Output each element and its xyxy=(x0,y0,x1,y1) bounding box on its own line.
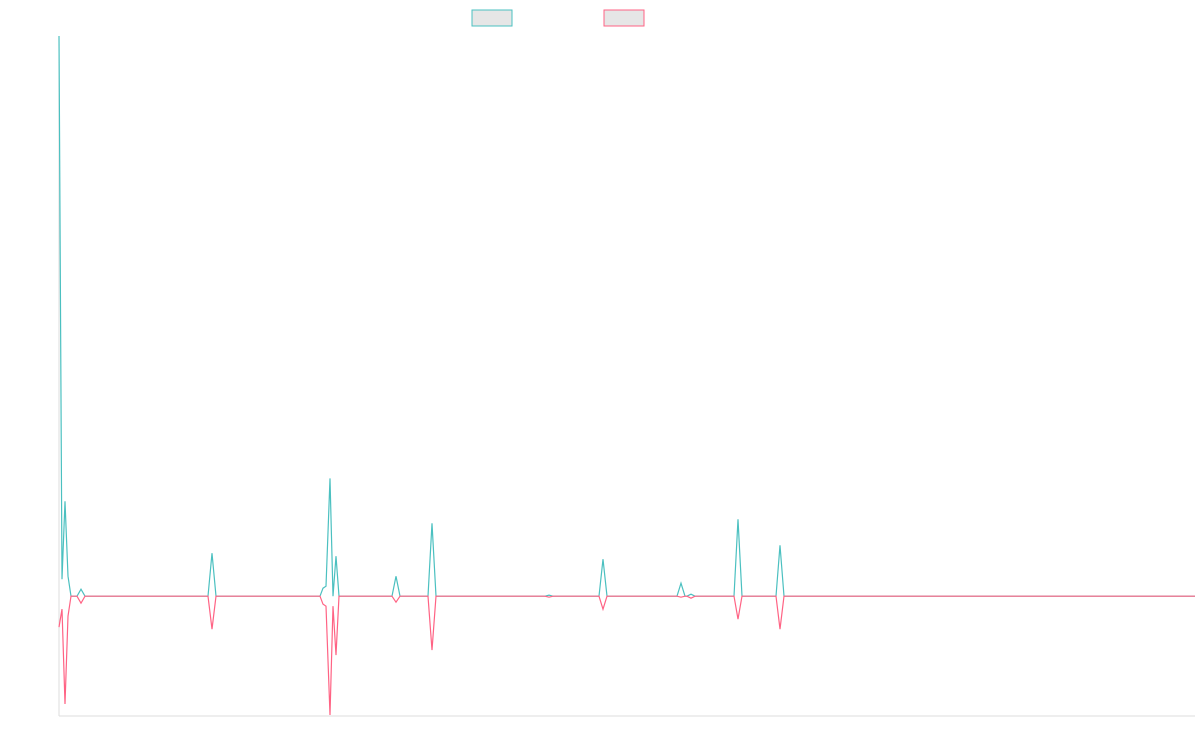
legend-swatch[interactable] xyxy=(603,9,645,27)
series-line xyxy=(58,35,1195,597)
series-line xyxy=(58,595,1195,716)
legend-swatch[interactable] xyxy=(471,9,513,27)
